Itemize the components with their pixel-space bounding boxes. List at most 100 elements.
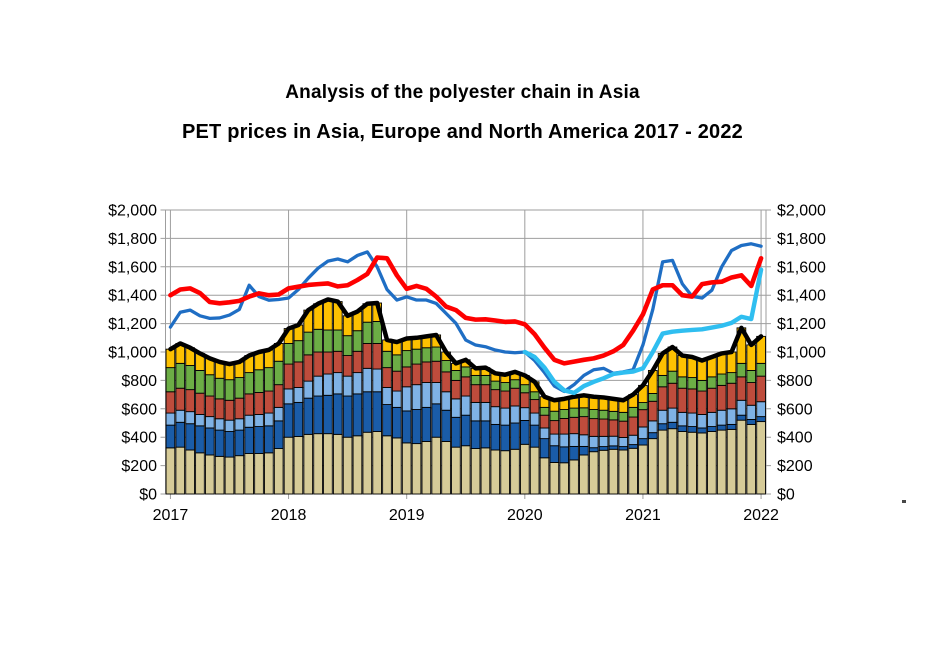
y-tick-label-left: $2,000 xyxy=(108,203,157,220)
y-tick-label-left: $1,200 xyxy=(108,316,157,333)
bar-segment-stack-brick-red xyxy=(303,354,314,382)
bar-segment-stack-light-blue xyxy=(569,433,579,447)
bar-segment-stack-tan xyxy=(707,431,717,495)
bar-segment-stack-dark-blue xyxy=(657,423,668,431)
bar-segment-stack-light-blue xyxy=(510,405,520,424)
bar-segment-stack-tan xyxy=(569,459,579,495)
bar-segment-stack-green xyxy=(204,374,215,397)
bar-segment-stack-light-blue xyxy=(677,411,688,427)
bar-segment-stack-green xyxy=(470,374,481,386)
bar-segment-stack-light-blue xyxy=(293,387,304,403)
bar-segment-stack-green xyxy=(500,382,510,392)
y-axis-labels-right: $0 $200 $400 $600 $800 $1,000 $1,200 $1,400 $1,6… xyxy=(777,203,826,504)
bar-segment-stack-dark-blue xyxy=(579,445,589,456)
bar-segment-stack-brick-red xyxy=(214,398,225,420)
bar-segment-stack-light-blue xyxy=(401,386,412,412)
bar-segment-stack-green xyxy=(588,409,599,420)
bar-segment-stack-dark-blue xyxy=(726,423,737,430)
bar-segment-stack-dark-blue xyxy=(569,445,579,461)
bar-segment-stack-tan xyxy=(519,443,530,495)
bar-segment-stack-light-blue xyxy=(559,433,570,448)
bar-segment-stack-tan xyxy=(559,462,570,495)
bar-segment-stack-dark-blue xyxy=(451,416,461,448)
bar-segment-stack-light-blue xyxy=(756,401,766,418)
y-tick-label-left: $1,600 xyxy=(108,259,157,276)
bar-segment-stack-light-blue xyxy=(431,382,442,405)
x-tick-label-year: 2017 xyxy=(153,507,189,524)
bar-segment-stack-green xyxy=(323,329,333,353)
bar-segment-stack-green xyxy=(608,410,619,421)
bar-segment-stack-light-blue xyxy=(214,418,225,431)
bar-segment-stack-tan xyxy=(677,431,688,495)
bar-segment-stack-light-blue xyxy=(283,388,294,405)
bar-segment-stack-brick-red xyxy=(490,389,501,408)
bar-segment-stack-green xyxy=(628,406,638,418)
bar-segment-stack-dark-blue xyxy=(677,425,688,432)
bar-segment-stack-brick-red xyxy=(293,361,304,388)
bar-segment-stack-dark-blue xyxy=(401,410,412,444)
bar-segment-stack-tan xyxy=(618,449,629,495)
bar-segment-stack-tan xyxy=(539,457,550,495)
bar-segment-stack-light-blue xyxy=(726,408,737,425)
bar-segment-stack-brick-red xyxy=(234,397,245,420)
bar-segment-stack-tan xyxy=(628,447,638,495)
bar-segment-stack-dark-blue xyxy=(244,426,254,454)
bar-segment-stack-light-blue xyxy=(470,401,481,422)
bar-segment-stack-green xyxy=(303,331,314,356)
bar-segment-stack-brick-red xyxy=(401,366,412,388)
bar-segment-stack-brick-red xyxy=(185,389,195,413)
bar-segment-stack-brick-red xyxy=(460,376,471,397)
bar-segment-stack-dark-blue xyxy=(392,406,402,439)
bar-segment-stack-tan xyxy=(204,454,215,495)
bar-segment-stack-brick-red xyxy=(519,392,530,409)
bar-segment-stack-green xyxy=(519,384,530,394)
bar-segment-stack-light-blue xyxy=(539,427,550,440)
bar-segment-stack-green xyxy=(657,374,668,388)
y-tick-label-left: $200 xyxy=(121,458,157,475)
bar-segment-stack-green xyxy=(756,362,766,377)
bar-segment-stack-dark-blue xyxy=(254,426,264,454)
y-axis-labels-left: $0 $200 $400 $600 $800 $1,000 $1,200 $1,400 $1,6… xyxy=(108,203,157,504)
line-black-stack-total xyxy=(168,297,764,403)
bar-segment-stack-tan xyxy=(224,456,235,495)
y-tick-label-left: $1,400 xyxy=(108,288,157,305)
y-tick-label-left: $1,800 xyxy=(108,231,157,248)
bar-segment-stack-brick-red xyxy=(372,343,382,370)
bar-segment-stack-dark-blue xyxy=(224,431,235,458)
bar-segment-stack-light-blue xyxy=(273,406,284,422)
bar-segment-stack-tan xyxy=(697,432,707,495)
bar-segment-stack-green xyxy=(559,409,570,419)
bar-segment-stack-brick-red xyxy=(244,393,254,416)
bar-segment-stack-green xyxy=(254,369,264,393)
bar-segment-stack-brick-red xyxy=(510,387,520,407)
bar-segment-stack-dark-blue xyxy=(421,406,432,442)
bar-segment-stack-tan xyxy=(549,462,560,495)
y-tick-label-left: $1,000 xyxy=(108,345,157,362)
bar-segment-stack-brick-red xyxy=(608,419,619,437)
bar-segment-stack-brick-red xyxy=(332,350,343,374)
bar-segment-stack-green xyxy=(352,330,363,352)
bar-segment-stack-dark-blue xyxy=(460,414,471,447)
bar-segment-stack-tan xyxy=(490,449,501,495)
bar-segment-stack-green xyxy=(736,362,747,378)
bar-segment-stack-light-blue xyxy=(323,373,333,396)
bar-segment-stack-light-blue xyxy=(264,412,274,427)
bar-segment-stack-tan xyxy=(244,453,254,495)
x-tick-label-year: 2020 xyxy=(507,507,543,524)
bar-segment-stack-tan xyxy=(264,452,274,495)
bar-segment-stack-green xyxy=(697,379,707,392)
bar-segment-stack-brick-red xyxy=(569,416,579,435)
bar-segment-stack-brick-red xyxy=(756,375,766,403)
bar-segment-stack-light-blue xyxy=(224,419,235,432)
y-tick-label-left: $400 xyxy=(121,430,157,447)
line-red xyxy=(168,255,764,366)
bar-segment-stack-light-blue xyxy=(647,420,658,434)
bar-segment-stack-brick-red xyxy=(224,399,235,421)
bar-segment-stack-dark-blue xyxy=(342,395,353,438)
bar-segment-stack-dark-blue xyxy=(303,397,314,435)
bar-segment-stack-brick-red xyxy=(500,390,510,409)
bar-segment-stack-tan xyxy=(273,448,284,495)
bar-segment-stack-green xyxy=(726,372,737,384)
bar-segment-stack-dark-blue xyxy=(175,421,186,448)
bar-segment-stack-brick-red xyxy=(598,418,609,437)
